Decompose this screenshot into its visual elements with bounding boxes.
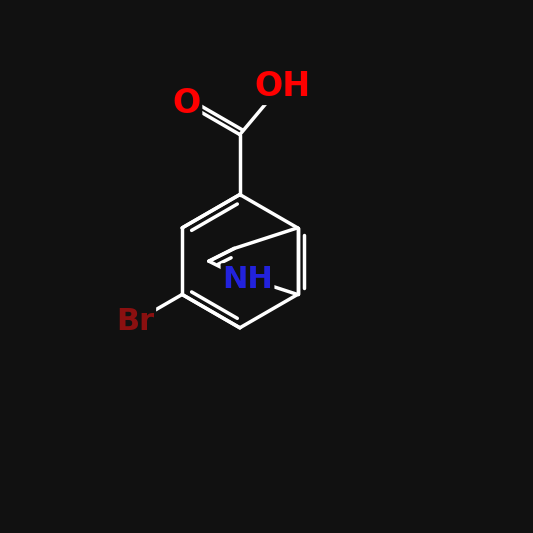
Text: O: O — [172, 87, 200, 120]
Text: Br: Br — [117, 308, 155, 336]
Text: OH: OH — [255, 70, 311, 103]
Text: NH: NH — [222, 265, 273, 294]
